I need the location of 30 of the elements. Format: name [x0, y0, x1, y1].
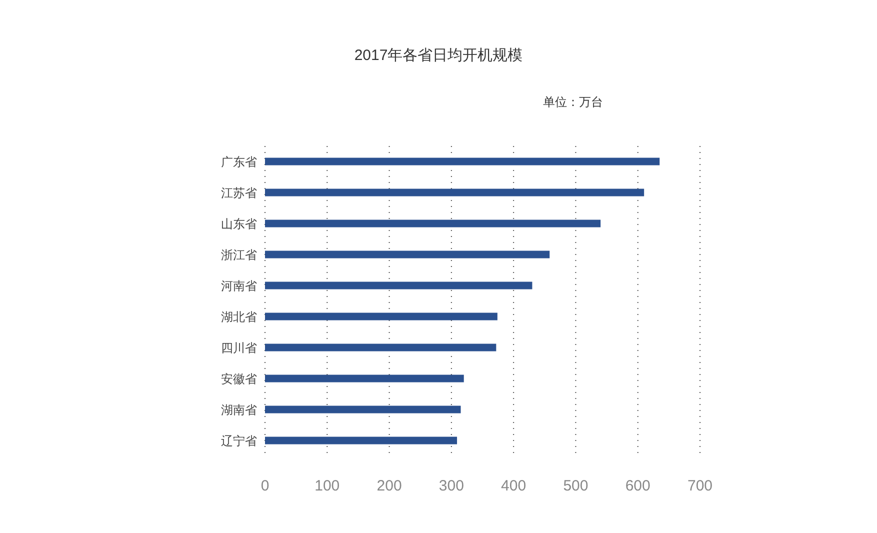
y-tick-label: 河南省 — [221, 278, 257, 293]
bar — [265, 158, 660, 166]
x-tick-label: 300 — [438, 478, 464, 495]
bar — [265, 220, 601, 228]
bar — [265, 374, 464, 382]
x-tick-label: 200 — [376, 478, 402, 495]
x-tick-label: 600 — [625, 478, 650, 495]
bar — [265, 282, 532, 290]
bar — [265, 188, 644, 196]
x-tick-label: 500 — [563, 478, 588, 495]
x-tick-label: 400 — [501, 478, 526, 495]
y-tick-label: 江苏省 — [221, 186, 257, 200]
y-tick-label: 安徽省 — [221, 372, 257, 386]
bar — [265, 436, 458, 444]
y-tick-label: 辽宁省 — [221, 434, 257, 448]
y-tick-label: 湖北省 — [221, 310, 257, 324]
y-tick-label: 四川省 — [221, 340, 257, 355]
y-tick-label: 浙江省 — [221, 248, 257, 262]
y-tick-label: 广东省 — [221, 154, 257, 169]
x-tick-label: 0 — [260, 478, 270, 495]
bar — [265, 406, 461, 414]
x-tick-label: 700 — [687, 478, 713, 495]
text: 单位：万台 — [543, 94, 603, 111]
x-tick-label: 100 — [314, 478, 340, 495]
bar — [265, 250, 550, 258]
bar — [265, 312, 498, 320]
chart-title: 2017年各省日均开机规模 — [353, 46, 524, 65]
bar — [265, 344, 496, 352]
y-tick-label: 湖南省 — [221, 402, 257, 417]
y-tick-label: 山东省 — [221, 216, 257, 231]
